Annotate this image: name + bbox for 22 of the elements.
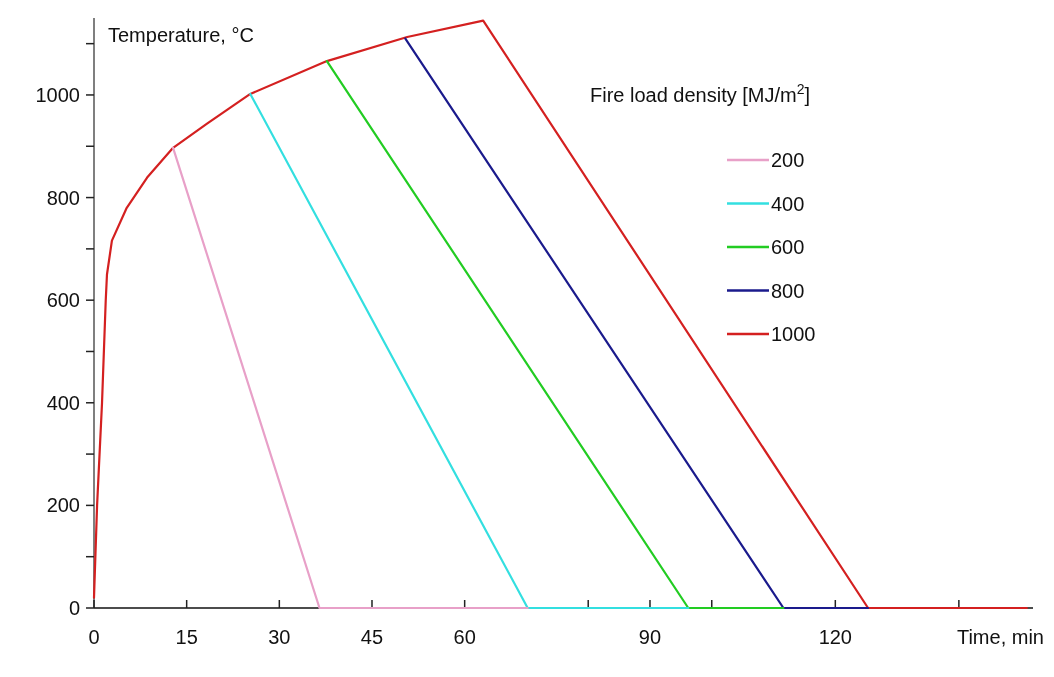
y-tick-label: 800	[46, 186, 80, 209]
legend-label: 1000	[771, 323, 816, 345]
x-tick-label: 15	[175, 626, 198, 648]
legend-title: Fire load density [MJ/m$^{2}$]	[590, 81, 811, 106]
legend-label: 600	[771, 236, 805, 258]
y-tick-label: 200	[46, 494, 80, 517]
y-tick-label: 600	[46, 289, 80, 312]
x-tick-label: 45	[360, 626, 384, 648]
line-series	[92, 19, 1028, 610]
x-tick-label: 120	[818, 626, 852, 648]
y-tick-label: 1000	[35, 83, 80, 106]
y-tick-label: 400	[46, 391, 80, 414]
x-tick-label: 30	[268, 626, 291, 648]
x-tick-label: 0	[88, 626, 100, 648]
y-tick-label: 0	[68, 597, 80, 619]
x-tick-label: 90	[638, 626, 662, 648]
legend-label: 400	[771, 192, 805, 215]
y-axis-title: Temperature, °C	[108, 24, 254, 46]
x-tick-label: 60	[453, 626, 476, 648]
legend-label: 800	[771, 279, 805, 302]
legend-label: 200	[771, 149, 805, 171]
x-axis-title: Time, min	[956, 626, 1044, 648]
